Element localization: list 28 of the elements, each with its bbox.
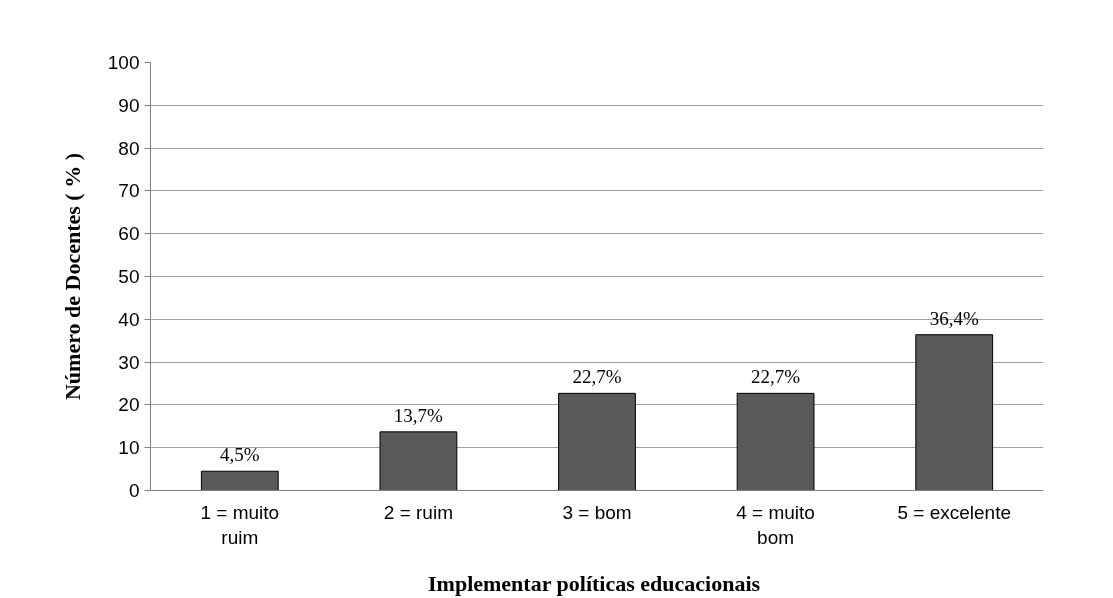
y-tick-label: 80 [118, 137, 140, 159]
data-label: 22,7% [751, 366, 801, 388]
y-tick-label: 10 [118, 437, 140, 459]
bar [558, 392, 636, 491]
y-tick-label: 60 [118, 223, 140, 245]
x-tick-label: 5 = excelente [897, 501, 1011, 523]
x-tick-label: 3 = bom [562, 501, 632, 523]
data-label: 13,7% [393, 404, 444, 426]
y-tick-label: 20 [118, 394, 140, 416]
y-tick-label: 90 [118, 94, 140, 116]
bar [200, 470, 279, 491]
data-label: 22,7% [572, 366, 622, 388]
x-tick-label: 1 = muito ruim [200, 501, 280, 548]
y-tick-label: 70 [118, 180, 140, 202]
bar [736, 392, 815, 491]
bar [379, 431, 458, 491]
y-axis-title: Número de Docentes ( % ) [59, 152, 85, 401]
y-tick-label: 0 [128, 480, 140, 501]
y-tick-label: 100 [107, 52, 140, 73]
x-axis-title: Implementar políticas educacionais [428, 570, 761, 596]
data-label: 4,5% [220, 444, 260, 466]
y-tick-label: 50 [118, 266, 140, 287]
data-label: 36,4% [929, 307, 979, 329]
y-tick-label: 30 [118, 351, 140, 373]
x-tick-label: 2 = ruim [383, 501, 453, 523]
y-tick-label: 40 [118, 308, 140, 330]
bar [915, 334, 994, 491]
x-tick-label: 4 = muito bom [736, 501, 815, 548]
